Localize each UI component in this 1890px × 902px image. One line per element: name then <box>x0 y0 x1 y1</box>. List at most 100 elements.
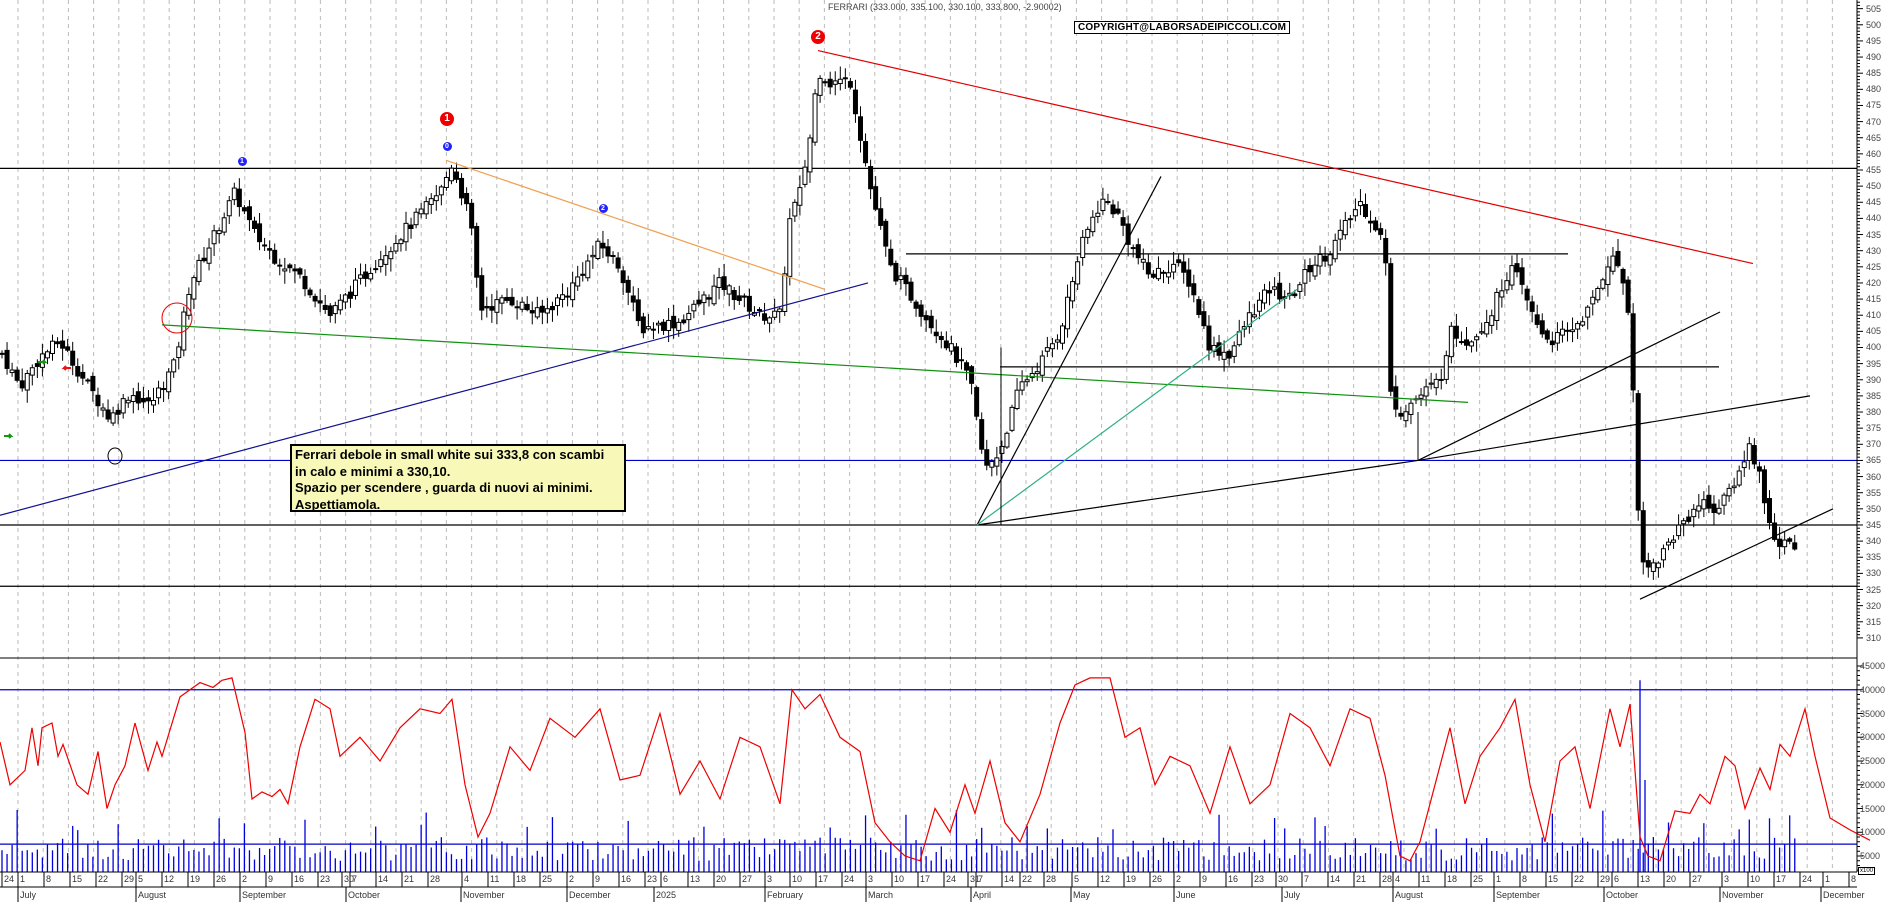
day-tick-label: 9 <box>268 874 274 884</box>
note-line: in calo e minimi a 330,10. <box>295 463 451 479</box>
volume-tick-label: 30000 <box>1860 732 1886 743</box>
day-tick-label: 8 <box>46 874 52 884</box>
month-label: November <box>1722 890 1764 900</box>
day-tick-label: 1 <box>1825 874 1831 884</box>
day-tick-label: 30 <box>344 874 355 884</box>
copyright-badge: COPYRIGHT@LABORSADEIPICCOLI.COM <box>1074 21 1291 34</box>
day-tick-label: 3 <box>767 874 773 884</box>
day-tick-label: 21 <box>404 874 415 884</box>
price-tick-label: 310 <box>1866 632 1882 643</box>
day-tick-label: 6 <box>1614 874 1620 884</box>
month-label: February <box>767 890 804 900</box>
day-tick-label: 27 <box>742 874 753 884</box>
price-tick-label: 420 <box>1866 277 1882 288</box>
day-tick-label: 14 <box>1330 874 1341 884</box>
price-tick-label: 495 <box>1866 35 1882 46</box>
wave-marker-red: 2 <box>811 30 825 44</box>
price-tick-label: 460 <box>1866 148 1882 159</box>
day-tick-label: 25 <box>1473 874 1484 884</box>
oscillator-line <box>0 677 1871 862</box>
price-tick-label: 500 <box>1866 19 1882 30</box>
volume-tick-label: 40000 <box>1860 684 1886 695</box>
month-label: October <box>348 890 381 900</box>
price-tick-label: 335 <box>1866 552 1882 563</box>
day-tick-label: 30 <box>1278 874 1289 884</box>
month-label: December <box>569 890 611 900</box>
day-tick-label: 9 <box>1202 874 1208 884</box>
day-tick-label: 19 <box>1126 874 1137 884</box>
month-label: November <box>463 890 505 900</box>
volume-tick-label: 20000 <box>1860 779 1886 790</box>
day-tick-label: 20 <box>1666 874 1677 884</box>
day-tick-label: 26 <box>216 874 227 884</box>
price-tick-label: 425 <box>1866 261 1882 272</box>
day-tick-label: 29 <box>1600 874 1611 884</box>
price-tick-label: 490 <box>1866 52 1882 63</box>
day-tick-label: 14 <box>1004 874 1015 884</box>
day-tick-label: 15 <box>72 874 83 884</box>
grid-lines <box>17 0 1833 872</box>
day-tick-label: 16 <box>294 874 305 884</box>
day-tick-label: 24 <box>1802 874 1813 884</box>
day-tick-label: 13 <box>1640 874 1651 884</box>
note-line: Ferrari debole in small white sui 333,8 … <box>295 447 605 462</box>
price-tick-label: 345 <box>1866 519 1882 530</box>
day-tick-label: 23 <box>647 874 658 884</box>
volume-tick-label: 5000 <box>1860 851 1881 861</box>
annotation-note: Ferrari debole in small white sui 333,8 … <box>290 444 626 512</box>
day-tick-label: 7 <box>1304 874 1310 884</box>
price-tick-label: 355 <box>1866 487 1882 498</box>
price-tick-label: 380 <box>1866 407 1882 418</box>
day-tick-label: 3 <box>868 874 874 884</box>
month-label: December <box>1823 890 1865 900</box>
price-tick-label: 375 <box>1866 423 1882 434</box>
day-tick-label: 3 <box>1724 874 1730 884</box>
price-tick-label: 455 <box>1866 165 1882 175</box>
price-tick-label: 405 <box>1866 326 1882 337</box>
chart-title: FERRARI (333.000, 335.100, 330.100, 333.… <box>828 2 1062 12</box>
day-tick-label: 23 <box>1254 874 1265 884</box>
price-tick-label: 360 <box>1866 471 1882 482</box>
day-tick-label: 2 <box>242 874 248 884</box>
price-tick-label: 400 <box>1866 342 1882 353</box>
volume-bars <box>1 680 1796 872</box>
price-tick-label: 470 <box>1866 116 1882 127</box>
day-tick-label: 28 <box>1046 874 1057 884</box>
day-tick-label: 16 <box>1228 874 1239 884</box>
wave-marker-blue: 0 <box>442 141 452 151</box>
candlesticks <box>0 66 1798 580</box>
day-tick-label: 5 <box>138 874 144 884</box>
green-arrow-icon <box>4 433 14 439</box>
price-tick-label: 485 <box>1866 68 1882 79</box>
price-levels <box>0 167 1857 845</box>
day-tick-label: 18 <box>516 874 527 884</box>
day-tick-label: 11 <box>490 874 500 884</box>
day-tick-label: 2 <box>1176 874 1182 884</box>
day-tick-label: 28 <box>430 874 441 884</box>
day-tick-label: 10 <box>792 874 803 884</box>
red-circle-highlight <box>161 302 193 334</box>
price-tick-label: 430 <box>1866 245 1882 256</box>
day-tick-label: 22 <box>98 874 109 884</box>
day-tick-label: 1 <box>20 874 26 884</box>
day-tick-label: 2 <box>569 874 575 884</box>
price-tick-label: 340 <box>1866 536 1882 547</box>
month-label: October <box>1606 890 1639 900</box>
price-tick-label: 320 <box>1866 600 1882 611</box>
day-tick-label: 4 <box>464 874 470 884</box>
price-tick-label: 445 <box>1866 197 1882 208</box>
day-tick-label: 10 <box>894 874 905 884</box>
day-tick-label: 21 <box>1356 874 1367 884</box>
price-tick-label: 435 <box>1866 229 1882 240</box>
day-tick-label: 15 <box>1548 874 1559 884</box>
month-label: March <box>868 890 894 900</box>
day-tick-label: 22 <box>1574 874 1585 884</box>
month-label: June <box>1176 890 1196 900</box>
day-tick-label: 29 <box>124 874 135 884</box>
low-circle-highlight <box>107 447 123 465</box>
month-label: April <box>973 890 992 900</box>
day-tick-label: 18 <box>1447 874 1458 884</box>
price-tick-label: 450 <box>1866 181 1882 192</box>
price-tick-label: 410 <box>1866 310 1882 321</box>
